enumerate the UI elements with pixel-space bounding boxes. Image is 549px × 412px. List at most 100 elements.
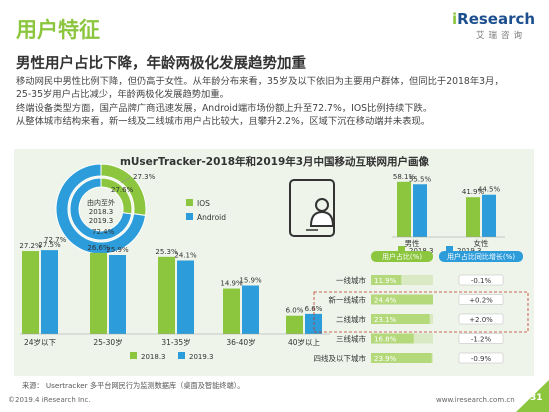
pie-data-label: 72.4%: [92, 228, 115, 236]
legend-label: 2018.3: [141, 353, 166, 361]
legend-label: Android: [197, 213, 226, 222]
pie-slice-android: [69, 177, 133, 241]
description-line: 25-35岁用户占比减少，年龄两极化发展趋势加重。: [16, 89, 229, 101]
bar: [109, 255, 126, 334]
bar-data-label: 58.1%: [393, 173, 416, 181]
bar: [286, 315, 303, 334]
bar: [466, 197, 480, 237]
legend-label: 2019.3: [189, 353, 214, 361]
x-tick-label: 24岁以下: [24, 337, 57, 347]
legend-swatch: [186, 213, 193, 220]
logo-text: iResearch: [452, 10, 536, 28]
bar: [158, 256, 175, 334]
bar-data-label: 24.4%: [374, 297, 397, 305]
description-line: 移动网民中男性比例下降，但仍高于女性。从年龄分布来看，35岁及以下依旧为主要用户…: [16, 76, 504, 87]
growth-box: [458, 333, 504, 344]
pie-center-label: 2018.3: [89, 208, 114, 216]
pie-data-label: 27.6%: [111, 186, 134, 194]
pie-data-label: 72.7%: [44, 236, 67, 244]
row-label: 新一线城市: [329, 295, 367, 305]
page-corner: [516, 380, 549, 412]
footer-source: 来源： Usertracker 多平台网民行为监测数据库（桌面及智能终端）。: [22, 381, 245, 390]
column-header: 用户占比同比增长(%): [447, 252, 515, 261]
column-header-bg: [371, 251, 433, 262]
bar-data-label: 15.9%: [239, 277, 262, 285]
growth-label: -0.9%: [471, 355, 492, 363]
pie-leader-line: [120, 176, 132, 184]
legend-label: IOS: [197, 199, 210, 208]
bar-data-label: 24.1%: [174, 251, 197, 259]
legend-swatch: [130, 352, 137, 359]
legend-swatch: [446, 246, 453, 253]
bar: [22, 251, 39, 334]
footer-url: www.iresearch.com.cn: [436, 396, 515, 404]
legend-swatch: [186, 199, 193, 206]
bar-data-label: 23.1%: [374, 316, 397, 324]
bar: [397, 181, 411, 237]
bar: [305, 313, 322, 334]
bar-data-label: 14.9%: [220, 280, 243, 288]
device-icon: [289, 179, 335, 237]
bar-data-label: 6.0%: [286, 307, 304, 315]
bar: [90, 252, 107, 334]
bar-track: [371, 275, 433, 285]
bar: [371, 353, 432, 363]
x-tick-label: 40岁以上: [288, 337, 321, 347]
row-label: 一线城市: [336, 275, 366, 285]
x-tick-label: 女性: [474, 238, 489, 248]
description-text: 移动网民中男性比例下降，但仍高于女性。从年龄分布来看，35岁及以下依旧为主要用户…: [16, 75, 536, 129]
page-subtitle: 男性用户占比下降，年龄两极化发展趋势加重: [16, 56, 306, 72]
bar-data-label: 23.9%: [374, 355, 397, 363]
logo-subtext: 艾瑞咨询: [476, 31, 527, 41]
bar-data-label: 11.9%: [374, 277, 397, 285]
bar: [242, 285, 259, 334]
bar: [371, 314, 430, 324]
growth-box: [458, 352, 504, 364]
growth-label: -1.2%: [471, 336, 492, 344]
user-icon-head: [315, 198, 329, 212]
bar-data-label: 44.5%: [478, 186, 501, 194]
row-label: 四线及以下城市: [314, 353, 367, 363]
bar-data-label: 27.2%: [19, 242, 42, 250]
bar-data-label: 26.6%: [87, 244, 110, 252]
x-tick-label: 36-40岁: [226, 337, 255, 347]
chart-title: mUserTracker-2018年和2019年3月中国移动互联网用户画像: [119, 156, 430, 168]
column-header-bg: [439, 251, 523, 262]
growth-label: -0.1%: [471, 277, 492, 285]
pie-center-label: 由内至外: [87, 198, 115, 207]
highlight-box: [313, 291, 529, 333]
user-icon-body: [309, 210, 335, 227]
x-tick-label: 31-35岁: [161, 337, 190, 347]
bar: [41, 250, 58, 334]
pie-center-label: 2019.3: [89, 217, 114, 225]
bar: [223, 288, 240, 334]
row-label: 三线城市: [336, 334, 366, 344]
bar-data-label: 55.5%: [409, 175, 432, 183]
bar-data-label: 25.9%: [106, 246, 129, 254]
bar-data-label: 16.8%: [374, 336, 397, 344]
bar-data-label: 41.9%: [462, 188, 485, 196]
growth-box: [458, 274, 504, 286]
bar: [177, 260, 194, 334]
bar: [371, 275, 402, 285]
x-tick-label: 25-30岁: [93, 337, 122, 347]
bar: [371, 294, 433, 305]
growth-label: +2.0%: [469, 316, 493, 324]
bar-data-label: 25.3%: [155, 248, 178, 256]
page-number: 31: [530, 393, 543, 403]
description-line: 终端设备类型方面，国产品牌广商迅速发展，Android端市场份额上升至72.7%…: [16, 102, 433, 114]
bar: [482, 194, 496, 237]
legend-swatch: [398, 246, 405, 253]
iresearch-logo: iResearch 艾瑞咨询: [452, 10, 538, 46]
pie-data-label: 27.3%: [133, 173, 156, 181]
growth-box: [458, 294, 504, 305]
legend-swatch: [178, 352, 185, 359]
column-header: 用户占比(%): [382, 252, 422, 261]
growth-box: [458, 313, 504, 325]
row-label: 二线城市: [336, 314, 366, 324]
growth-label: +0.2%: [469, 297, 493, 305]
bar: [371, 333, 414, 344]
description-line: 从整体城市结构来看，新一线及二线城市用户占比较大，且攀升2.2%，区域下沉在移动…: [16, 116, 431, 128]
x-tick-label: 男性: [405, 238, 420, 248]
